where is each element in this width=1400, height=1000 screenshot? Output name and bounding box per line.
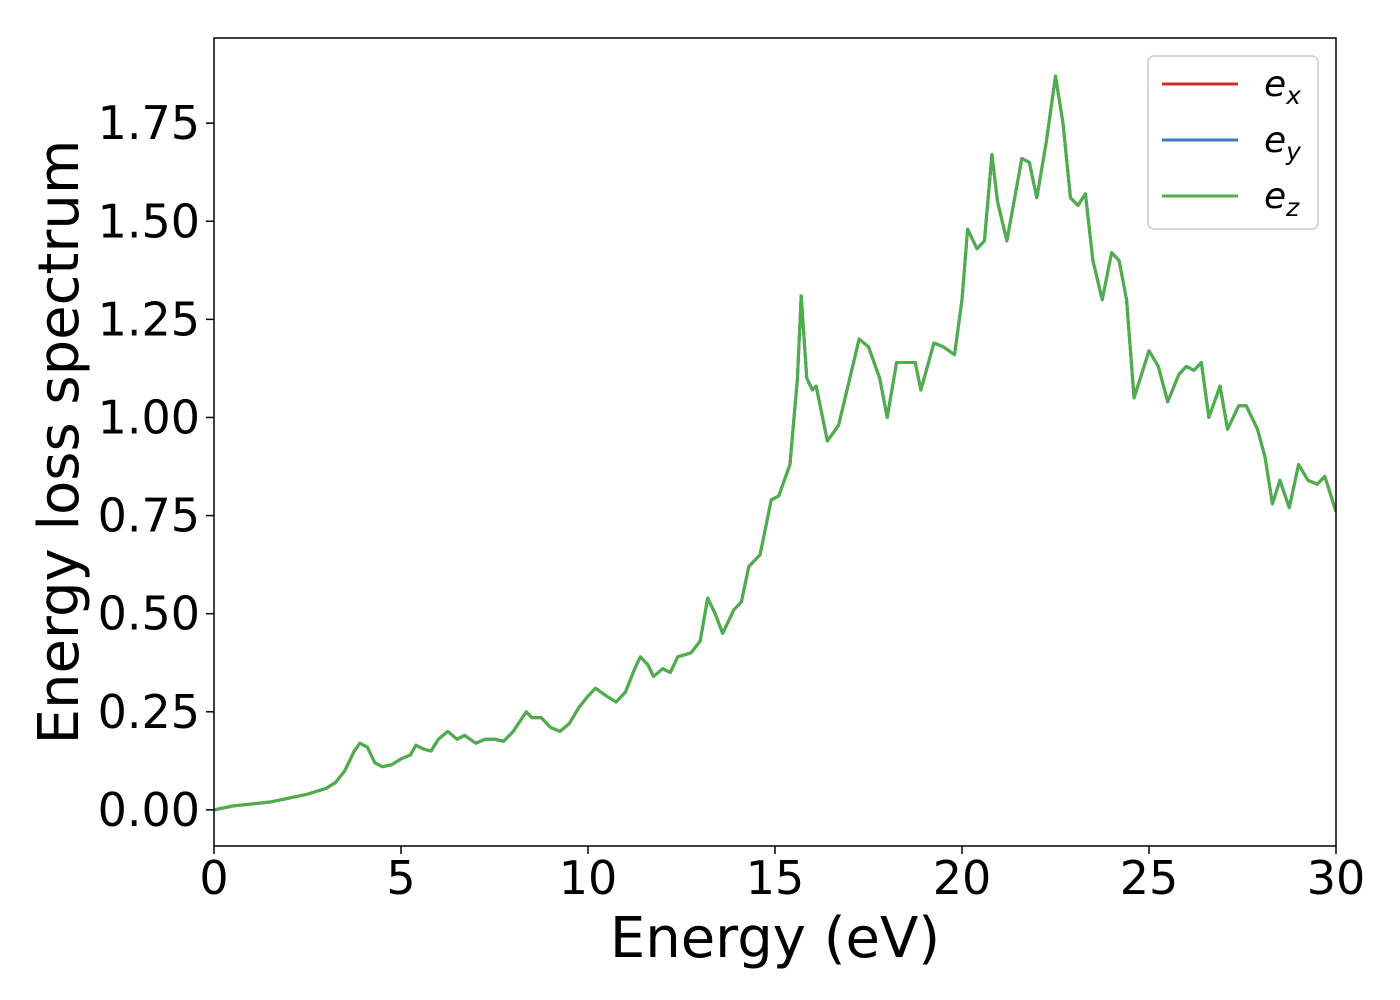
- plot-frame: [213, 37, 1337, 847]
- y-tick-label: 1.25: [98, 292, 200, 346]
- legend-label: ex: [1264, 64, 1301, 110]
- legend-box: [1147, 55, 1319, 230]
- y-tick-label: 1.00: [98, 390, 200, 444]
- x-tick-label: 15: [746, 851, 805, 905]
- y-tick-label: 1.75: [98, 96, 200, 150]
- x-tick-label: 10: [559, 851, 618, 905]
- y-tick-label: 0.75: [98, 489, 200, 543]
- series-line: [214, 74, 1336, 812]
- y-tick-label: 0.00: [98, 783, 200, 837]
- x-tick-label: 5: [386, 851, 415, 905]
- x-axis-label: Energy (eV): [610, 906, 940, 971]
- y-axis-label: Energy loss spectrum: [27, 140, 92, 745]
- x-tick-label: 0: [199, 851, 228, 905]
- y-tick-label: 1.50: [98, 194, 200, 248]
- x-tick-label: 20: [933, 851, 992, 905]
- x-tick-label: 30: [1307, 851, 1366, 905]
- legend-label: ez: [1264, 176, 1300, 222]
- y-tick-label: 0.25: [98, 685, 200, 739]
- y-tick-label: 0.50: [98, 587, 200, 641]
- legend-label: ey: [1264, 120, 1302, 166]
- x-tick-label: 25: [1120, 851, 1179, 905]
